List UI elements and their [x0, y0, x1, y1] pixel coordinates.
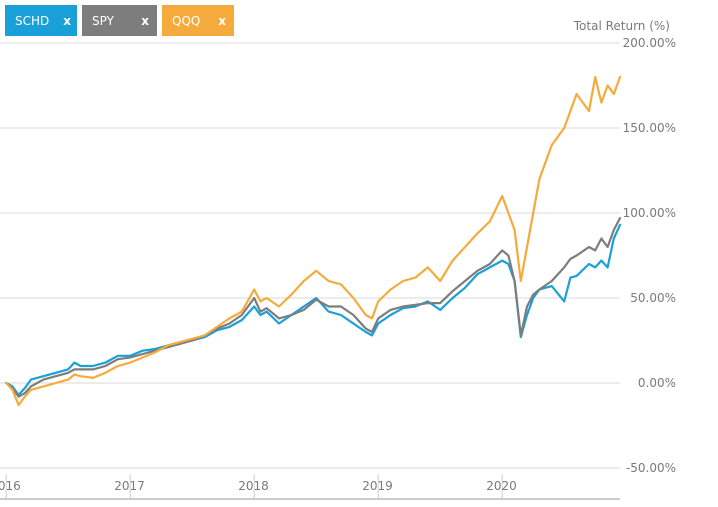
close-icon[interactable]: x [63, 13, 72, 28]
legend-chip-qqq[interactable]: QQQ x [162, 5, 234, 36]
series-line-spy [5, 217, 622, 398]
x-tick-label: 2016 [0, 479, 21, 493]
x-tick-label: 2019 [362, 479, 393, 493]
y-axis-label: Total Return (%) [573, 19, 670, 33]
x-tick-label: 2017 [114, 479, 145, 493]
legend-chips: SCHD x SPY x QQQ x [5, 5, 234, 36]
chip-label: SCHD [15, 13, 50, 28]
y-tick-label: 100.00% [623, 206, 676, 220]
y-tick-label: -50.00% [626, 461, 676, 475]
y-tick-label: 50.00% [630, 291, 676, 305]
chip-label: SPY [92, 13, 114, 28]
y-tick-label: 200.00% [623, 36, 676, 50]
legend-chip-schd[interactable]: SCHD x [5, 5, 77, 36]
legend-chip-spy[interactable]: SPY x [82, 5, 157, 36]
close-icon[interactable]: x [141, 13, 149, 28]
close-icon[interactable]: x [218, 13, 226, 28]
series-line-qqq [5, 75, 622, 407]
series-line-schd [5, 223, 622, 396]
y-tick-label: 150.00% [623, 121, 676, 135]
chip-label: QQQ [172, 13, 201, 28]
y-tick-label: 0.00% [638, 376, 676, 390]
x-tick-label: 2018 [238, 479, 269, 493]
x-tick-label: 2020 [486, 479, 517, 493]
